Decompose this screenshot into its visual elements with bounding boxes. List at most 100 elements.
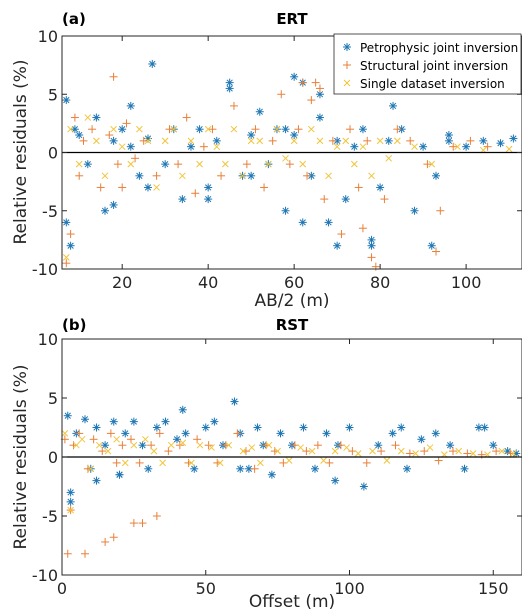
data-point-petrophysic <box>397 424 405 432</box>
data-point-petrophysic <box>116 471 124 479</box>
data-point-structural <box>466 137 474 145</box>
panel-label-a: (a) <box>62 10 86 28</box>
data-point-single <box>308 126 314 132</box>
data-point-petrophysic <box>325 218 333 226</box>
data-point-petrophysic <box>342 195 350 203</box>
panel-a-ert: (a) ERT 20 40 60 80 100 -10 -5 0 5 10 AB/2 (m) R… <box>11 10 522 311</box>
data-point-structural <box>183 114 191 122</box>
data-point-petrophysic <box>62 218 70 226</box>
data-point-petrophysic <box>93 477 101 485</box>
data-point-single <box>326 173 332 179</box>
data-point-petrophysic <box>236 465 244 473</box>
data-point-petrophysic <box>84 160 92 168</box>
data-point-petrophysic <box>428 242 436 250</box>
data-point-petrophysic <box>481 424 489 432</box>
data-point-petrophysic <box>445 131 453 139</box>
data-point-petrophysic <box>299 218 307 226</box>
data-point-structural <box>97 183 105 191</box>
data-point-single <box>151 448 157 454</box>
data-point-petrophysic <box>130 418 138 426</box>
data-point-single <box>179 173 185 179</box>
x-tick-label: 50 <box>196 579 216 598</box>
data-point-petrophysic <box>210 418 218 426</box>
data-point-structural <box>314 441 322 449</box>
data-point-petrophysic <box>110 201 118 209</box>
data-point-petrophysic <box>331 477 339 485</box>
y-tick-label: -10 <box>32 566 58 585</box>
data-point-structural <box>243 160 251 168</box>
data-point-structural <box>435 457 443 465</box>
data-point-structural <box>101 538 109 546</box>
data-point-petrophysic <box>417 435 425 443</box>
data-point-petrophysic <box>118 125 126 133</box>
data-point-petrophysic <box>403 465 411 473</box>
data-point-single <box>131 442 137 448</box>
data-point-petrophysic <box>204 195 212 203</box>
data-point-structural <box>251 465 259 473</box>
data-point-structural <box>380 195 388 203</box>
data-point-structural <box>75 172 83 180</box>
data-point-structural <box>153 172 161 180</box>
data-point-single <box>344 445 350 451</box>
data-point-petrophysic <box>432 172 440 180</box>
data-point-petrophysic <box>282 207 290 215</box>
data-point-petrophysic <box>311 465 319 473</box>
data-point-petrophysic <box>432 429 440 437</box>
data-point-structural <box>329 137 337 145</box>
data-point-single <box>162 138 168 144</box>
data-point-petrophysic <box>346 424 354 432</box>
data-point-single <box>298 445 304 451</box>
data-point-petrophysic <box>462 143 470 151</box>
y-tick-label: 10 <box>38 330 58 349</box>
data-point-single <box>154 184 160 190</box>
data-point-single <box>427 445 433 451</box>
data-point-single <box>355 450 361 456</box>
data-point-structural <box>81 550 89 558</box>
data-point-single <box>197 442 203 448</box>
data-point-petrophysic <box>202 424 210 432</box>
legend-symbol-petrophysic <box>343 43 351 51</box>
data-point-structural <box>67 230 75 238</box>
legend: Petrophysic joint inversion Structural j… <box>334 34 521 94</box>
data-point-structural <box>139 519 147 527</box>
data-point-structural <box>71 114 79 122</box>
data-point-structural <box>110 533 118 541</box>
chart-title-rst: RST <box>276 316 309 334</box>
data-point-single <box>321 458 327 464</box>
data-point-structural <box>368 253 376 261</box>
y-tick-label: 5 <box>48 85 58 104</box>
data-point-petrophysic <box>300 424 308 432</box>
data-point-petrophysic <box>67 242 75 250</box>
data-point-petrophysic <box>226 79 234 87</box>
legend-label-petrophysic: Petrophysic joint inversion <box>360 41 518 55</box>
data-point-single <box>370 448 376 454</box>
data-point-structural <box>359 224 367 232</box>
data-point-structural <box>79 137 87 145</box>
data-point-single <box>369 173 375 179</box>
data-point-petrophysic <box>479 137 487 145</box>
x-tick-label: 20 <box>112 273 132 292</box>
data-point-structural <box>90 435 98 443</box>
data-point-single <box>412 144 418 150</box>
data-point-structural <box>420 447 428 455</box>
data-point-petrophysic <box>110 418 118 426</box>
data-point-single <box>76 161 82 167</box>
data-point-petrophysic <box>268 471 276 479</box>
rst-x-axis-label: Offset (m) <box>249 592 335 612</box>
data-point-single <box>286 458 292 464</box>
data-point-single <box>136 126 142 132</box>
data-point-structural <box>118 183 126 191</box>
data-point-structural <box>436 207 444 215</box>
data-point-petrophysic <box>64 412 72 420</box>
data-point-structural <box>107 429 115 437</box>
data-point-petrophysic <box>333 242 341 250</box>
data-point-structural <box>260 183 268 191</box>
data-point-structural <box>230 102 238 110</box>
data-point-single <box>119 144 125 150</box>
data-point-petrophysic <box>290 73 298 81</box>
data-point-structural <box>277 90 285 98</box>
data-point-single <box>283 155 289 161</box>
data-point-single <box>93 138 99 144</box>
data-point-petrophysic <box>62 96 70 104</box>
